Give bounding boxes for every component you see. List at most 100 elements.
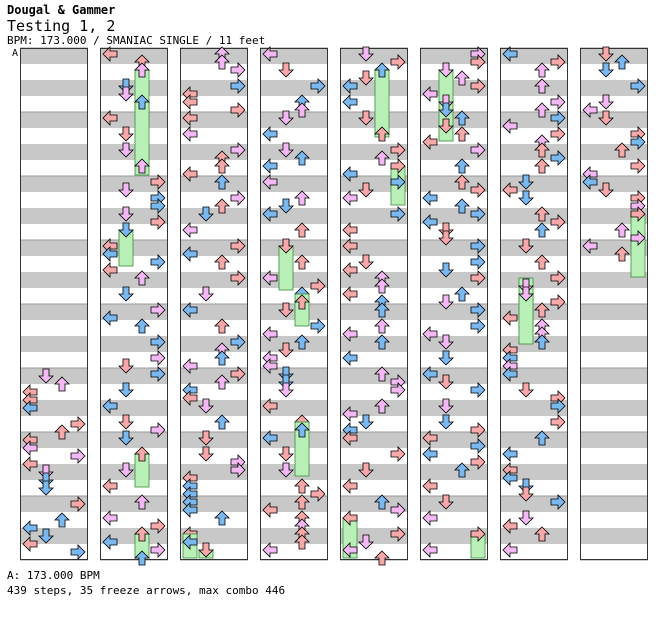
step-arrow-down — [118, 414, 134, 430]
beat-band — [580, 304, 648, 320]
step-arrow-right — [230, 334, 246, 350]
step-arrow-left — [422, 326, 438, 342]
beat-band — [100, 144, 168, 160]
step-arrow-up — [454, 126, 470, 142]
step-arrow-right — [390, 142, 406, 158]
step-arrow-up — [374, 550, 390, 566]
step-arrow-up — [214, 510, 230, 526]
step-arrow-down — [278, 62, 294, 78]
step-arrow-up — [534, 158, 550, 174]
step-arrow-up — [374, 150, 390, 166]
step-arrow-left — [342, 406, 358, 422]
step-arrow-left — [102, 46, 118, 62]
step-arrow-down — [598, 182, 614, 198]
step-arrow-down — [438, 398, 454, 414]
step-arrow-down — [118, 462, 134, 478]
step-arrow-left — [342, 78, 358, 94]
step-arrow-left — [262, 206, 278, 222]
beat-band — [580, 528, 648, 544]
step-arrow-down — [598, 94, 614, 110]
beat-band — [100, 272, 168, 288]
step-arrow-up — [294, 534, 310, 550]
beat-band — [100, 80, 168, 96]
step-arrow-left — [582, 238, 598, 254]
step-arrow-left — [22, 400, 38, 416]
step-arrow-right — [550, 414, 566, 430]
step-arrow-left — [102, 398, 118, 414]
step-arrow-left — [342, 510, 358, 526]
beat-band — [20, 176, 88, 192]
step-arrow-up — [134, 158, 150, 174]
beat-band — [420, 464, 488, 480]
step-arrow-up — [294, 334, 310, 350]
step-arrow-up — [374, 494, 390, 510]
step-arrow-right — [550, 94, 566, 110]
step-arrow-right — [470, 382, 486, 398]
step-arrow-down — [118, 382, 134, 398]
chart-info: BPM: 173.000 / SMANIAC SINGLE / 11 feet — [7, 34, 266, 47]
beat-band — [260, 336, 328, 352]
step-arrow-left — [102, 478, 118, 494]
step-arrow-left — [342, 430, 358, 446]
step-arrow-down — [358, 462, 374, 478]
step-arrow-up — [374, 334, 390, 350]
step-arrow-right — [630, 158, 646, 174]
step-arrow-up — [294, 150, 310, 166]
step-arrow-up — [214, 158, 230, 174]
column-border — [340, 48, 408, 560]
step-arrow-left — [342, 166, 358, 182]
step-arrow-left — [262, 174, 278, 190]
step-arrow-up — [134, 494, 150, 510]
step-arrow-left — [422, 214, 438, 230]
beat-band — [260, 528, 328, 544]
beat-band — [420, 112, 488, 128]
step-arrow-right — [550, 126, 566, 142]
step-arrow-right — [550, 398, 566, 414]
beat-band — [20, 144, 88, 160]
step-arrow-down — [278, 366, 294, 382]
step-arrow-right — [550, 110, 566, 126]
beat-band — [20, 368, 88, 384]
step-arrow-down — [118, 222, 134, 238]
step-arrow-up — [214, 198, 230, 214]
beat-band — [20, 304, 88, 320]
step-arrow-up — [294, 222, 310, 238]
step-arrow-up — [214, 318, 230, 334]
beat-band — [340, 304, 408, 320]
step-arrow-up — [534, 142, 550, 158]
step-arrow-right — [230, 102, 246, 118]
step-arrow-right — [150, 214, 166, 230]
step-arrow-left — [262, 270, 278, 286]
step-arrow-right — [70, 448, 86, 464]
step-arrow-left — [102, 310, 118, 326]
step-arrow-down — [518, 190, 534, 206]
beat-band — [100, 464, 168, 480]
step-arrow-up — [374, 318, 390, 334]
step-arrow-right — [470, 142, 486, 158]
step-arrow-up — [54, 376, 70, 392]
step-arrow-left — [182, 534, 198, 550]
step-arrow-up — [214, 414, 230, 430]
step-arrow-left — [182, 246, 198, 262]
step-arrow-left — [582, 174, 598, 190]
beat-band — [100, 496, 168, 512]
step-arrow-down — [358, 534, 374, 550]
step-arrow-down — [278, 446, 294, 462]
step-arrow-right — [150, 366, 166, 382]
step-arrow-up — [134, 318, 150, 334]
step-arrow-right — [390, 158, 406, 174]
step-arrow-left — [182, 166, 198, 182]
step-arrow-down — [118, 206, 134, 222]
beat-band — [20, 496, 88, 512]
beat-band — [100, 432, 168, 448]
step-arrow-right — [470, 54, 486, 70]
step-arrow-right — [310, 318, 326, 334]
beat-band — [580, 464, 648, 480]
step-arrow-up — [294, 294, 310, 310]
beat-band — [580, 400, 648, 416]
step-arrow-left — [262, 158, 278, 174]
step-arrow-left — [502, 182, 518, 198]
step-arrow-right — [150, 542, 166, 558]
beat-band — [180, 48, 248, 64]
